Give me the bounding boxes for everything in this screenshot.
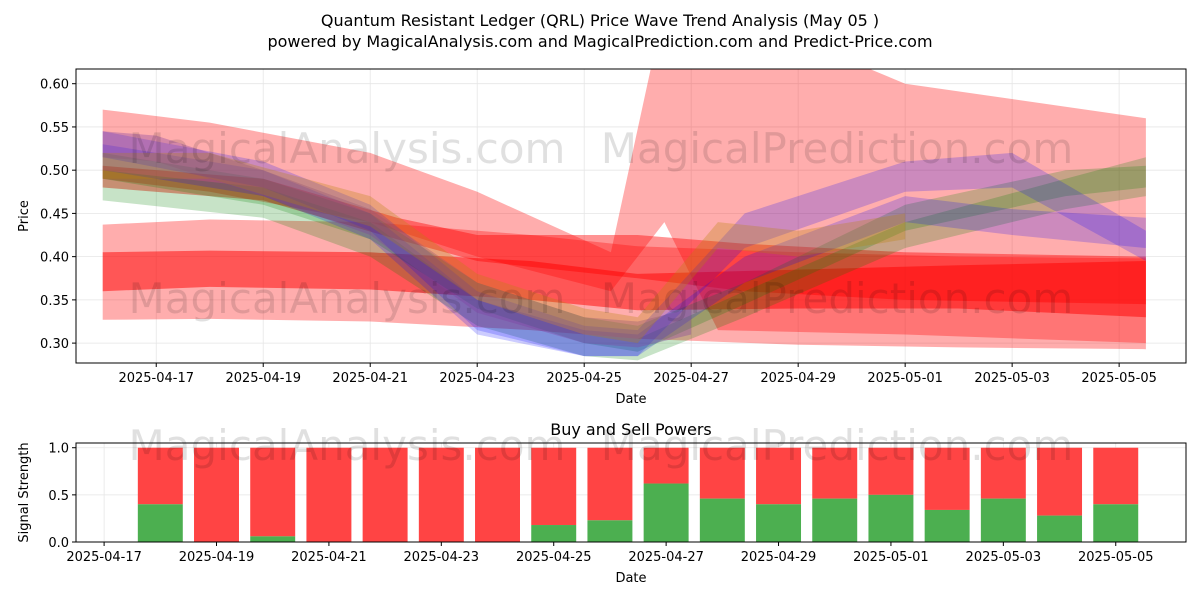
buy-power-bar [531, 525, 577, 542]
buy-power-bar [137, 504, 183, 542]
price-x-tick-label: 2025-04-27 [653, 371, 729, 386]
sell-power-bar [306, 447, 352, 542]
price-x-tick-label: 2025-04-19 [225, 371, 301, 386]
price-y-tick-label: 0.55 [40, 121, 69, 136]
chart-subtitle: powered by MagicalAnalysis.com and Magic… [267, 32, 932, 51]
price-grid [76, 69, 1186, 363]
price-y-tick-label: 0.60 [40, 78, 69, 93]
watermark-analysis: MagicalAnalysis.com [129, 421, 566, 470]
sell-power-bar [587, 447, 633, 521]
signal-x-tick-label: 2025-04-17 [66, 550, 142, 565]
price-x-tick-label: 2025-04-17 [118, 371, 194, 386]
wave-band-green [102, 152, 1146, 352]
price-x-tick-label: 2025-04-25 [546, 371, 622, 386]
signal-x-tick-label: 2025-05-01 [853, 550, 929, 565]
sell-power-bar [868, 447, 914, 495]
price-x-tick-label: 2025-05-01 [867, 371, 943, 386]
price-plot-area [76, 69, 1186, 363]
watermark-analysis: MagicalAnalysis.com [129, 274, 566, 323]
signal-x-tick-label: 2025-05-05 [1078, 550, 1154, 565]
signal-y-tick-label: 0.0 [48, 536, 69, 551]
sell-power-bar [250, 447, 296, 537]
signal-x-tick-label: 2025-04-23 [404, 550, 480, 565]
signal-x-tick-label: 2025-04-25 [516, 550, 592, 565]
price-bands [102, 69, 1146, 361]
buy-power-bar [643, 483, 689, 542]
sell-power-bar [194, 447, 239, 542]
sell-power-bar [756, 447, 802, 505]
signal-x-tick-label: 2025-04-21 [291, 550, 367, 565]
price-y-tick-label: 0.50 [40, 164, 69, 179]
wave-band-red [102, 165, 1146, 305]
signal-y-tick-label: 0.5 [48, 489, 69, 504]
sell-power-bar [1093, 447, 1139, 505]
watermark-analysis: MagicalAnalysis.com [129, 124, 566, 173]
watermark-prediction: MagicalPrediction.com [601, 124, 1074, 173]
wave-band-blue [102, 144, 1146, 357]
buy-power-bar [1037, 515, 1083, 542]
buy-power-bar [587, 520, 633, 542]
sell-power-bar [1037, 447, 1083, 516]
price-y-tick-label: 0.40 [40, 251, 69, 266]
price-x-tick-label: 2025-05-05 [1081, 371, 1157, 386]
price-y-axis-label: Price [17, 200, 32, 232]
price-y-tick-label: 0.45 [40, 207, 69, 222]
watermark-prediction: MagicalPrediction.com [601, 274, 1074, 323]
signal-y-axis-label: Signal Strength [17, 442, 32, 542]
buy-power-bar [756, 504, 802, 542]
sell-power-bar [362, 447, 408, 542]
signal-y-tick-label: 1.0 [48, 442, 69, 457]
sell-power-bar [137, 447, 183, 505]
sell-power-bar [924, 447, 970, 510]
signal-x-axis-label: Date [615, 571, 646, 586]
price-y-tick-label: 0.35 [40, 294, 69, 309]
sell-power-bar [531, 447, 577, 526]
sell-power-bar [643, 447, 689, 484]
price-x-tick-label: 2025-05-03 [974, 371, 1050, 386]
wave-band-red [102, 250, 1146, 318]
buy-power-bar [924, 509, 970, 542]
signal-x-tick-label: 2025-04-19 [179, 550, 255, 565]
wave-band-blue [102, 131, 1146, 357]
sell-power-bar [980, 447, 1026, 499]
buy-power-bar [699, 498, 745, 542]
price-x-tick-label: 2025-04-23 [439, 371, 515, 386]
sell-power-bar [418, 447, 464, 542]
sell-power-bar [475, 447, 520, 542]
price-y-tick-label: 0.30 [40, 337, 69, 352]
price-x-tick-label: 2025-04-29 [760, 371, 836, 386]
signal-plot: MagicalAnalysis.com MagicalPrediction.com… [17, 420, 1187, 586]
sell-power-bar [699, 447, 745, 499]
buy-power-bar [1093, 504, 1139, 542]
buy-power-bar [812, 498, 858, 542]
wave-band-purple [102, 131, 692, 348]
buy-power-bar [250, 536, 296, 542]
sell-power-bar [812, 447, 858, 499]
signal-chart-title: Buy and Sell Powers [550, 420, 712, 439]
signal-x-tick-label: 2025-05-03 [966, 550, 1042, 565]
wave-band-orange [102, 152, 906, 344]
price-plot: MagicalAnalysis.com MagicalPrediction.com… [17, 68, 1187, 407]
price-x-axis-label: Date [615, 392, 646, 407]
price-frame [75, 68, 1187, 364]
chart-title: Quantum Resistant Ledger (QRL) Price Wav… [321, 11, 879, 30]
signal-frame [75, 442, 1187, 543]
buy-power-bar [980, 498, 1026, 542]
watermark-prediction: MagicalPrediction.com [601, 421, 1074, 470]
signal-x-tick-label: 2025-04-27 [628, 550, 704, 565]
price-x-tick-label: 2025-04-21 [332, 371, 408, 386]
signal-x-tick-label: 2025-04-29 [741, 550, 817, 565]
buy-power-bar [868, 494, 914, 542]
